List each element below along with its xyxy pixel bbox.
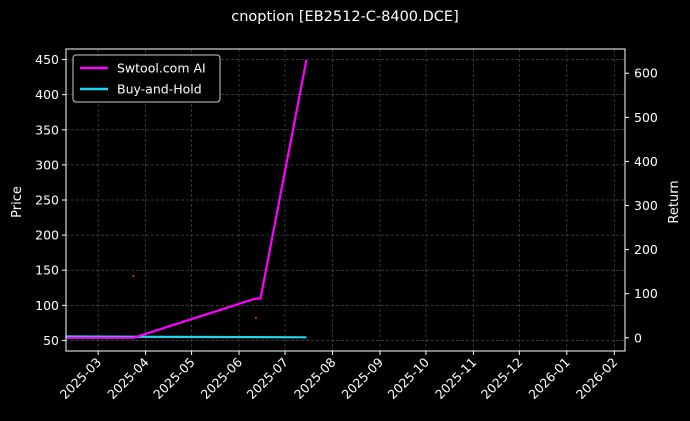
- y-left-tick-label: 350: [35, 122, 59, 137]
- legend-label-buy-and-hold: Buy-and-Hold: [117, 82, 202, 97]
- y-right-tick-label: 0: [634, 330, 642, 345]
- y-axis-left: 50 100 150 200 250 300 350 400 450: [35, 52, 66, 348]
- series-line-buy-and-hold: [65, 335, 307, 339]
- y-axis-right: 0 100 200 300 400 500 600: [625, 66, 658, 345]
- series-layer: [65, 59, 308, 339]
- y-right-tick-label: 600: [634, 66, 658, 81]
- legend-box: [72, 54, 221, 103]
- marker-layer: [132, 274, 257, 319]
- y-right-tick-label: 100: [634, 286, 658, 301]
- y-left-tick-label: 100: [35, 298, 59, 313]
- y-left-tick-label: 450: [35, 52, 59, 67]
- y-axis-right-label: Return: [667, 180, 682, 223]
- y-right-tick-label: 500: [634, 110, 658, 125]
- y-left-tick-label: 400: [35, 87, 59, 102]
- y-left-tick-label: 300: [35, 157, 59, 172]
- series-line-swtool-com-ai: [66, 59, 308, 339]
- y-left-tick-label: 250: [35, 193, 59, 208]
- y-left-tick-label: 200: [35, 228, 59, 243]
- trade-marker: [254, 316, 257, 319]
- y-right-tick-label: 300: [634, 198, 658, 213]
- y-right-tick-label: 400: [634, 154, 658, 169]
- y-left-tick-label: 50: [43, 333, 59, 348]
- trade-marker: [132, 274, 135, 277]
- y-axis-left-label: Price: [10, 186, 25, 218]
- legend: Swtool.com AI Buy-and-Hold: [72, 54, 221, 103]
- chart-title: cnoption [EB2512-C-8400.DCE]: [231, 9, 459, 25]
- y-right-tick-label: 200: [634, 242, 658, 257]
- y-left-tick-label: 150: [35, 263, 59, 278]
- legend-label-swtool: Swtool.com AI: [117, 61, 206, 76]
